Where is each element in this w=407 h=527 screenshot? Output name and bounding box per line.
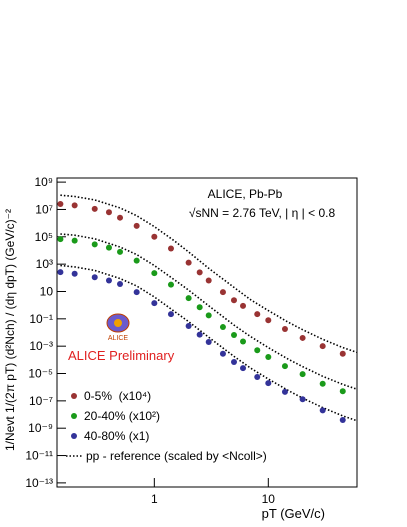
data-point [167,281,174,288]
data-point [319,343,326,350]
data-point [219,324,226,331]
data-point [219,350,226,357]
y-tick-label: 10⁵ [35,230,53,244]
data-point [151,270,158,277]
data-point [205,277,212,284]
reference-line [60,194,358,354]
data-point [105,244,112,251]
data-point [151,300,158,307]
data-point [133,289,140,296]
y-tick-label: 10⁻⁷ [29,394,53,408]
data-point [151,233,158,240]
data-point [133,222,140,229]
data-point [254,311,261,318]
data-point [196,331,203,338]
data-point [133,257,140,264]
plot-frame [56,177,358,488]
data-point [230,359,237,366]
data-point [105,209,112,216]
y-tick-label: 10⁻³ [29,339,53,353]
data-point [254,347,261,354]
legend-marker [71,433,77,439]
y-tick-label: 10⁻⁵ [28,367,53,381]
x-axis-label: pT (GeV/c) [262,506,325,521]
data-point [240,302,247,309]
data-point [339,350,346,357]
data-point [71,270,78,277]
data-point [185,295,192,302]
annotation: √sNN = 2.76 TeV, | η | < 0.8 [189,206,336,220]
data-point [71,202,78,209]
data-point [105,277,112,284]
data-point [205,312,212,319]
data-point [281,388,288,395]
y-tick-label: 10⁷ [35,202,53,216]
data-point [57,269,64,276]
x-tick-label: 1 [151,492,158,506]
legend-marker [71,413,77,419]
reference-line [60,264,358,422]
data-point [91,274,98,281]
data-point [205,339,212,346]
legend-marker [71,393,77,399]
data-point [196,269,203,276]
y-tick-label: 10⁻¹¹ [25,449,53,463]
data-point [240,338,247,345]
data-point [167,311,174,318]
data-point [57,236,64,243]
data-point [240,365,247,372]
data-point [91,205,98,212]
data-point [339,416,346,423]
data-point [265,317,272,324]
data-point [219,289,226,296]
data-point [319,407,326,414]
data-point [265,380,272,387]
data-point [230,331,237,338]
legend-label: 0-5% (x10⁴) [84,389,151,403]
data-point [299,396,306,403]
data-point [254,373,261,380]
data-point [319,380,326,387]
preliminary-label: ALICE Preliminary [68,348,175,363]
data-point [196,304,203,311]
data-point [57,201,64,208]
legend-label: pp - reference (scaled by <Ncoll>) [86,449,267,463]
data-point [117,248,124,255]
logo: ALICE [106,313,130,342]
legend-label: 40-80% (x1) [84,429,149,443]
reference-line [60,233,358,390]
y-tick-label: 10⁹ [35,175,54,189]
data-point [281,363,288,370]
y-tick-label: 10⁻¹ [29,312,53,326]
y-tick-label: 10 [40,284,54,298]
y-axis-label: 1/Nevt 1/(2π pT) (d²Nch) / (dη dpT) (GeV… [3,209,17,451]
data-point [339,388,346,395]
data-point [91,241,98,248]
data-point [299,371,306,378]
data-point [230,297,237,304]
x-tick-label: 10 [262,492,276,506]
data-point [71,237,78,244]
data-point [185,322,192,329]
data-point [265,354,272,361]
legend-label: 20-40% (x10²) [84,409,160,423]
data-point [117,214,124,221]
y-tick-label: 10⁻⁹ [28,421,53,435]
data-point [185,259,192,266]
data-point [167,245,174,252]
logo-text: ALICE [108,335,129,342]
y-tick-label: 10³ [36,257,53,271]
y-tick-label: 10⁻¹³ [25,476,53,490]
data-point [281,326,288,333]
data-point [299,334,306,341]
data-point [117,281,124,288]
annotation: ALICE, Pb-Pb [208,187,283,201]
